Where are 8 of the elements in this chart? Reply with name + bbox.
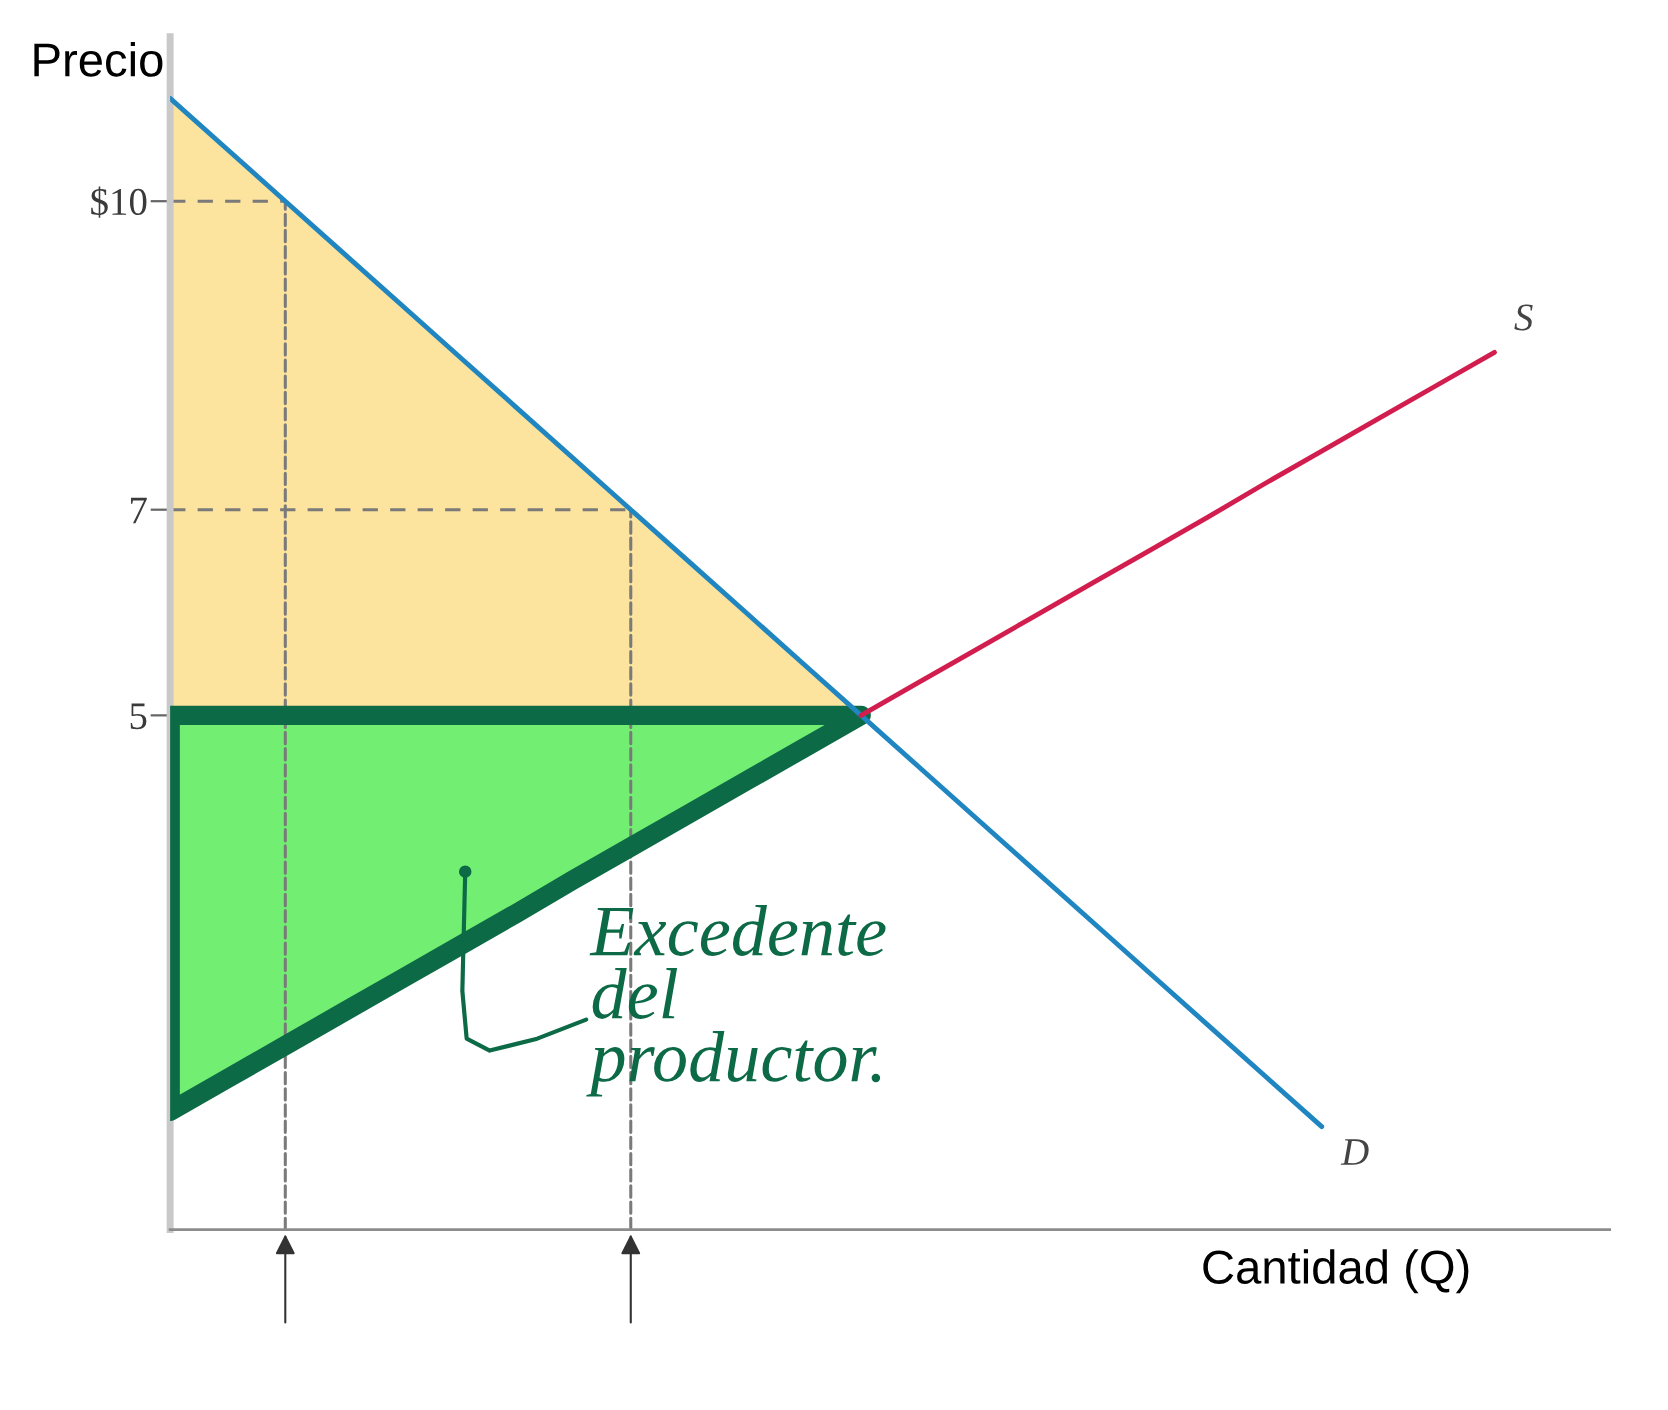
annotation: Excedente del productor. — [586, 905, 886, 1097]
y-tick-label: 7 — [131, 497, 147, 524]
x-axis-title: Cantidad (Q) — [1203, 1249, 1469, 1294]
y-tick-label: $10 — [91, 186, 147, 218]
series-label: D — [1340, 1139, 1369, 1165]
y-axis-title: Precio — [34, 42, 163, 77]
y-tick-label: 5 — [130, 703, 147, 730]
series-label: S — [1514, 304, 1533, 331]
